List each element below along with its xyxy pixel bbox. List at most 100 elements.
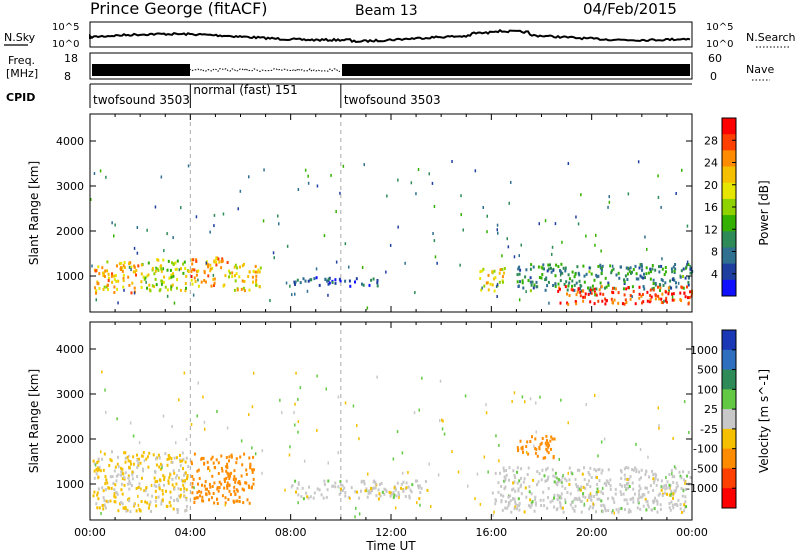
data-cell xyxy=(339,480,342,484)
data-cell xyxy=(313,277,316,281)
data-cell xyxy=(107,279,110,283)
data-cell xyxy=(591,284,594,288)
data-cell xyxy=(182,457,185,461)
data-cell xyxy=(642,504,645,508)
data-cell xyxy=(542,263,545,267)
data-cell xyxy=(639,495,642,499)
data-cell xyxy=(158,456,161,460)
data-cell xyxy=(541,437,544,440)
data-cell xyxy=(561,506,564,510)
data-cell xyxy=(560,271,562,275)
data-cell xyxy=(672,506,675,510)
data-cell xyxy=(180,478,183,482)
data-cell xyxy=(513,474,516,477)
data-cell xyxy=(520,243,522,247)
data-cell xyxy=(169,268,172,272)
data-cell xyxy=(248,175,250,179)
data-cell xyxy=(518,508,521,512)
data-cell xyxy=(204,480,207,484)
data-cell xyxy=(664,281,667,285)
data-cell xyxy=(640,263,643,266)
colorbar-band xyxy=(722,166,736,184)
data-cell xyxy=(123,261,126,264)
data-cell xyxy=(151,268,154,272)
data-cell xyxy=(110,486,113,490)
data-cell xyxy=(226,426,229,430)
data-cell xyxy=(640,264,643,268)
data-cell xyxy=(223,477,226,481)
data-cell xyxy=(518,272,521,276)
data-cell xyxy=(176,508,179,511)
data-cell xyxy=(191,462,193,466)
data-cell xyxy=(389,494,392,498)
data-cell xyxy=(107,276,110,280)
data-cell xyxy=(486,214,488,218)
data-cell xyxy=(248,288,251,292)
data-cell xyxy=(114,223,116,227)
data-cell xyxy=(193,452,196,456)
data-cell xyxy=(166,294,169,298)
data-cell xyxy=(94,269,97,273)
data-cell xyxy=(263,168,265,172)
data-cell xyxy=(486,281,489,285)
data-cell xyxy=(117,465,120,469)
data-cell xyxy=(594,243,596,247)
data-cell xyxy=(190,423,193,426)
data-cell xyxy=(97,497,100,501)
data-cell xyxy=(676,504,679,508)
data-cell xyxy=(562,474,564,477)
data-cell xyxy=(325,495,328,499)
data-cell xyxy=(354,515,356,519)
data-cell xyxy=(552,474,555,478)
data-cell xyxy=(291,484,294,488)
data-cell xyxy=(531,500,534,504)
nsky-bottom-tick: 10^0 xyxy=(52,39,79,50)
data-cell xyxy=(113,492,116,496)
data-cell xyxy=(623,278,626,282)
data-cell xyxy=(345,479,348,483)
data-cell xyxy=(183,490,186,494)
data-cell xyxy=(576,290,579,294)
data-cell xyxy=(183,486,186,490)
data-cell xyxy=(657,406,659,410)
data-cell xyxy=(598,497,601,501)
data-cell xyxy=(645,508,648,512)
data-cell xyxy=(279,398,281,402)
data-cell xyxy=(191,481,194,485)
data-cell xyxy=(590,494,593,498)
colorbar-tick-label: 16 xyxy=(704,201,718,214)
data-cell xyxy=(529,289,532,293)
data-cell xyxy=(670,469,673,473)
data-cell xyxy=(682,286,685,290)
data-cell xyxy=(140,272,143,276)
data-cell xyxy=(583,466,585,470)
data-cell xyxy=(285,281,288,285)
data-cell xyxy=(167,454,170,457)
data-cell xyxy=(355,506,357,510)
data-cell xyxy=(673,298,676,302)
data-cell xyxy=(93,490,96,494)
data-cell xyxy=(661,301,664,305)
data-cell xyxy=(529,280,532,284)
colorbar-band xyxy=(722,263,736,281)
data-cell xyxy=(596,487,599,491)
data-cell xyxy=(544,219,547,223)
data-cell xyxy=(297,493,300,497)
data-cell xyxy=(574,504,577,508)
data-cell xyxy=(402,480,405,484)
data-cell xyxy=(291,293,293,297)
data-cell xyxy=(133,246,136,250)
data-cell xyxy=(367,472,369,476)
data-cell xyxy=(176,259,179,263)
data-cell xyxy=(154,469,156,473)
data-cell xyxy=(303,459,306,463)
data-cell xyxy=(668,506,671,510)
data-cell xyxy=(487,288,490,292)
data-cell xyxy=(261,449,264,453)
data-cell xyxy=(609,487,612,491)
data-cell xyxy=(542,456,545,460)
data-cell xyxy=(166,505,169,508)
data-cell xyxy=(349,284,352,288)
data-cell xyxy=(151,284,154,288)
data-cell xyxy=(249,466,252,470)
